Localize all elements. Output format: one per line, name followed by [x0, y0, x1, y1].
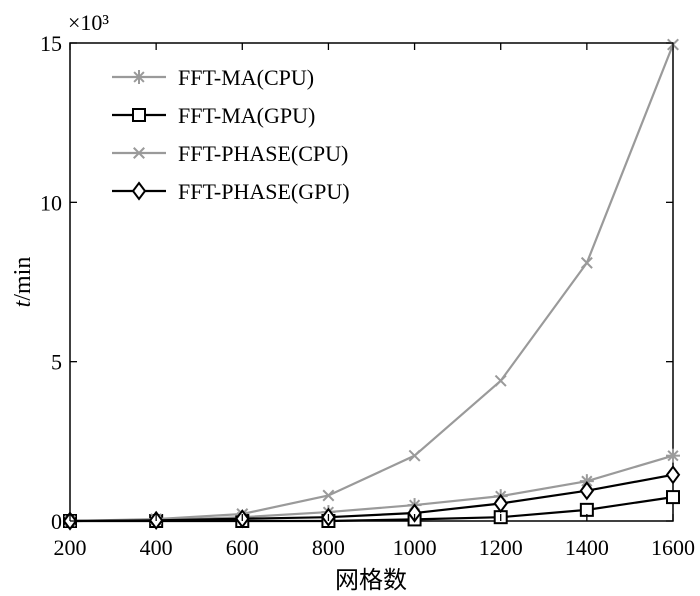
y-axis-title: t/min — [10, 257, 36, 308]
legend-swatch-marker — [131, 181, 147, 201]
y-tick-label: 5 — [51, 350, 62, 375]
data-point — [580, 256, 593, 269]
data-point — [666, 490, 680, 505]
y-tick-label: 10 — [40, 190, 62, 215]
series-layer — [62, 38, 681, 531]
x-tick-label: 800 — [312, 535, 345, 560]
y-tick-label: 15 — [40, 31, 62, 56]
series-line — [69, 473, 674, 523]
series-line — [69, 44, 675, 523]
data-point — [579, 481, 595, 501]
x-tick-label: 400 — [140, 535, 173, 560]
series-fft-phase-gpu- — [62, 465, 681, 531]
legend-swatch-marker — [132, 108, 146, 122]
x-tick-label: 1000 — [393, 535, 437, 560]
data-point — [493, 493, 508, 514]
y-axis-title-italic: t — [10, 299, 36, 307]
data-point — [407, 503, 422, 523]
y-tick-label: 0 — [51, 509, 62, 534]
legend-label: FFT-PHASE(CPU) — [178, 141, 348, 166]
data-point — [322, 489, 335, 502]
data-point — [408, 449, 421, 462]
data-point — [666, 448, 680, 463]
y-axis-title-unit: /min — [10, 257, 36, 301]
x-tick-label: 1400 — [565, 535, 609, 560]
x-axis-title: 网格数 — [335, 567, 407, 594]
x-tick-label: 1200 — [479, 535, 523, 560]
legend-swatch-marker — [132, 70, 146, 84]
legend-item: FFT-MA(CPU) — [112, 65, 314, 90]
legend-label: FFT-MA(CPU) — [178, 65, 314, 90]
legend-swatch-marker — [133, 147, 145, 159]
x-tick-label: 200 — [54, 535, 87, 560]
x-tick-label: 1600 — [651, 535, 695, 560]
legend-item: FFT-PHASE(GPU) — [112, 179, 350, 204]
legend-label: FFT-MA(GPU) — [178, 103, 315, 128]
legend: FFT-MA(CPU) FFT-MA(GPU) FFT-PHASE(CPU) FFT-… — [112, 65, 350, 204]
legend-item: FFT-PHASE(CPU) — [112, 141, 348, 166]
legend-item: FFT-MA(GPU) — [112, 103, 315, 128]
legend-label: FFT-PHASE(GPU) — [178, 179, 350, 204]
x-tick-label: 600 — [226, 535, 259, 560]
data-point — [494, 374, 507, 387]
series-fft-phase-cpu- — [64, 38, 679, 527]
y-multiplier-label: ×10³ — [68, 10, 109, 35]
data-point — [665, 465, 681, 485]
tick-layer: 200 400 600 800 1000 1200 1400 1600 0 5 10 15 — [40, 31, 695, 560]
